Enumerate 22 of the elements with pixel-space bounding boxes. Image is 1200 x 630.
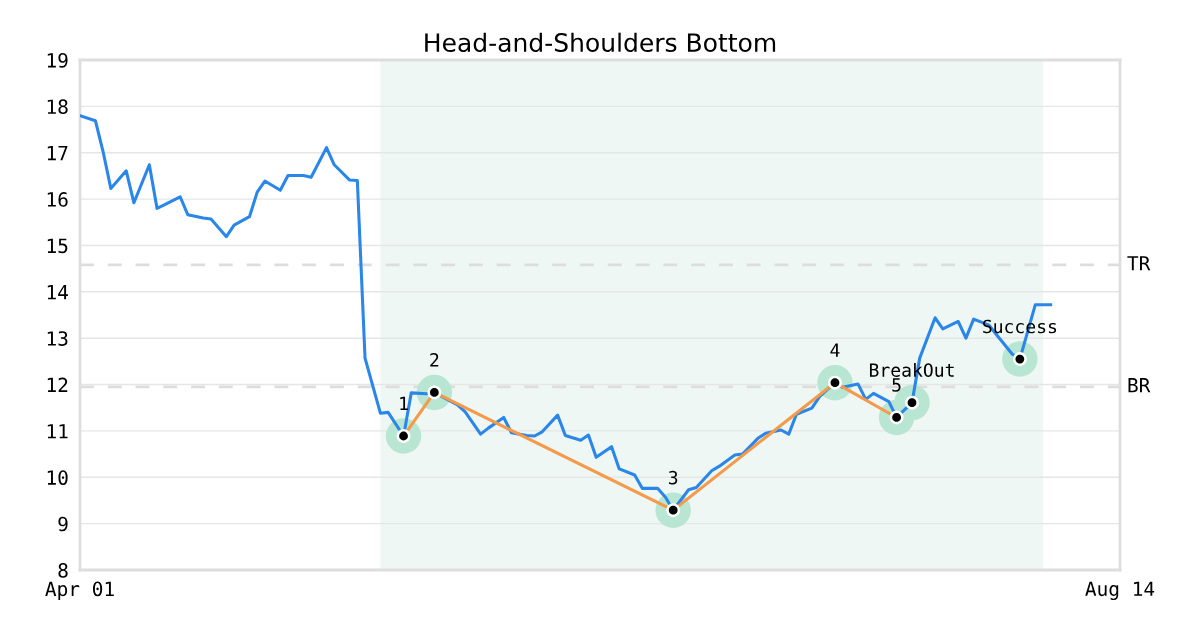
y-tick-label: 14 bbox=[47, 285, 68, 300]
ref-line-label: TR bbox=[1127, 256, 1151, 271]
y-tick-label: 12 bbox=[47, 377, 68, 392]
y-tick-label: 8 bbox=[58, 563, 68, 578]
y-tick-label: 11 bbox=[47, 424, 68, 439]
annotation: 1 bbox=[400, 396, 408, 411]
annotation: 2 bbox=[430, 353, 439, 367]
y-tick-label: 16 bbox=[47, 192, 68, 207]
x-tick-label: Aug 14 bbox=[1085, 581, 1155, 601]
y-tick-label: 19 bbox=[47, 53, 68, 68]
x-tick-label: Apr 01 bbox=[45, 581, 114, 601]
annotation: 5 bbox=[892, 378, 901, 392]
ref-line-label: BR bbox=[1128, 378, 1151, 393]
y-tick-label: 18 bbox=[47, 99, 68, 115]
annotation: 4 bbox=[830, 343, 840, 357]
y-tick-label: 15 bbox=[47, 238, 68, 254]
y-tick-label: 9 bbox=[58, 516, 68, 532]
annotation: 3 bbox=[668, 470, 678, 485]
chart-title: Head-and-Shoulders Bottom bbox=[425, 32, 776, 53]
y-tick-label: 13 bbox=[47, 331, 68, 346]
y-tick-label: 17 bbox=[47, 145, 68, 161]
y-tick-label: 10 bbox=[47, 470, 68, 485]
